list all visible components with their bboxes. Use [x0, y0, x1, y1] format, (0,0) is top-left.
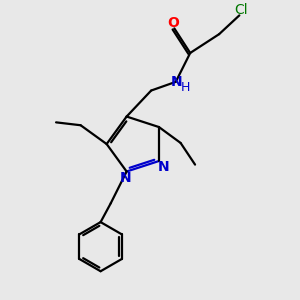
Text: N: N — [158, 160, 169, 174]
Text: N: N — [170, 75, 182, 89]
Text: N: N — [119, 171, 131, 185]
Text: H: H — [181, 81, 190, 94]
Text: O: O — [167, 16, 179, 30]
Text: Cl: Cl — [234, 3, 247, 17]
